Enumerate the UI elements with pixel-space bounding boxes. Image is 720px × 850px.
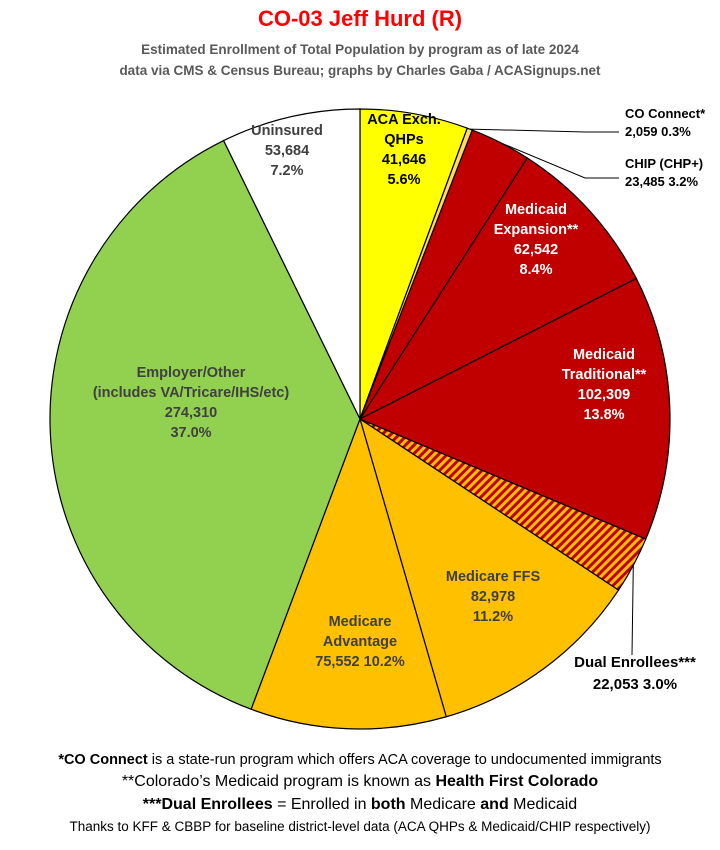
footnote-medicaid-name: **Colorado’s Medicaid program is known a… bbox=[121, 773, 599, 790]
footnote-co-connect: *CO Connect is a state-run program which… bbox=[58, 752, 662, 768]
slice-label-medicare-advantage: Medicare Advantage 75,552 10.2% bbox=[315, 614, 405, 670]
pie-slice-medicare-ffs bbox=[358, 417, 620, 718]
callout-line-dual-enrollees bbox=[631, 565, 634, 656]
chart-title: CO-03 Jeff Hurd (R) bbox=[257, 6, 463, 31]
slice-label-medicare-ffs: Medicare FFS 82,978 11.2% bbox=[446, 569, 541, 625]
callout-line-chip-chp bbox=[500, 142, 619, 179]
slice-label-medicaid-traditional: Medicaid Traditional** 102,309 13.8% bbox=[562, 347, 647, 423]
footnote-dual-enrollees: ***Dual Enrollees = Enrolled in both Med… bbox=[142, 796, 578, 813]
slice-label-dual-enrollees: Dual Enrollees*** bbox=[574, 654, 696, 671]
footnote-thanks: Thanks to KFF & CBBP for baseline distri… bbox=[69, 819, 651, 834]
chart-subtitle-line-1: Estimated Enrollment of Total Population… bbox=[141, 42, 579, 57]
slice-value-dual-enrollees: 22,053 3.0% bbox=[593, 676, 677, 693]
slice-label-aca-exch-qhps: ACA Exch. QHPs 41,646 5.6% bbox=[367, 112, 441, 188]
slice-label-medicaid-expansion: Medicaid Expansion** 62,542 8.4% bbox=[494, 202, 579, 278]
callout-line-co-connect bbox=[469, 128, 619, 133]
pie-slice-employer-other-includes-va-tricare-ihs-etc bbox=[49, 139, 361, 711]
slice-value-co-connect: 2,059 0.3% bbox=[625, 124, 691, 139]
slice-label-chip-chp: CHIP (CHP+) bbox=[625, 156, 703, 171]
pie-slice-medicare-advantage bbox=[250, 417, 448, 730]
pie-slice-uninsured bbox=[222, 108, 361, 420]
pie-slice-medicaid-expansion bbox=[358, 157, 638, 421]
pie-slice-medicaid-traditional bbox=[358, 277, 671, 540]
slice-label-uninsured: Uninsured 53,684 7.2% bbox=[251, 123, 323, 179]
slice-label-employer-other-includes-va-tricare-ihs-etc: Employer/Other (includes VA/Tricare/IHS/e… bbox=[93, 365, 290, 441]
slice-label-co-connect: CO Connect* bbox=[625, 106, 706, 121]
slice-value-chip-chp: 23,485 3.2% bbox=[625, 174, 698, 189]
chart-subtitle-line-2: data via CMS & Census Bureau; graphs by … bbox=[119, 63, 601, 78]
